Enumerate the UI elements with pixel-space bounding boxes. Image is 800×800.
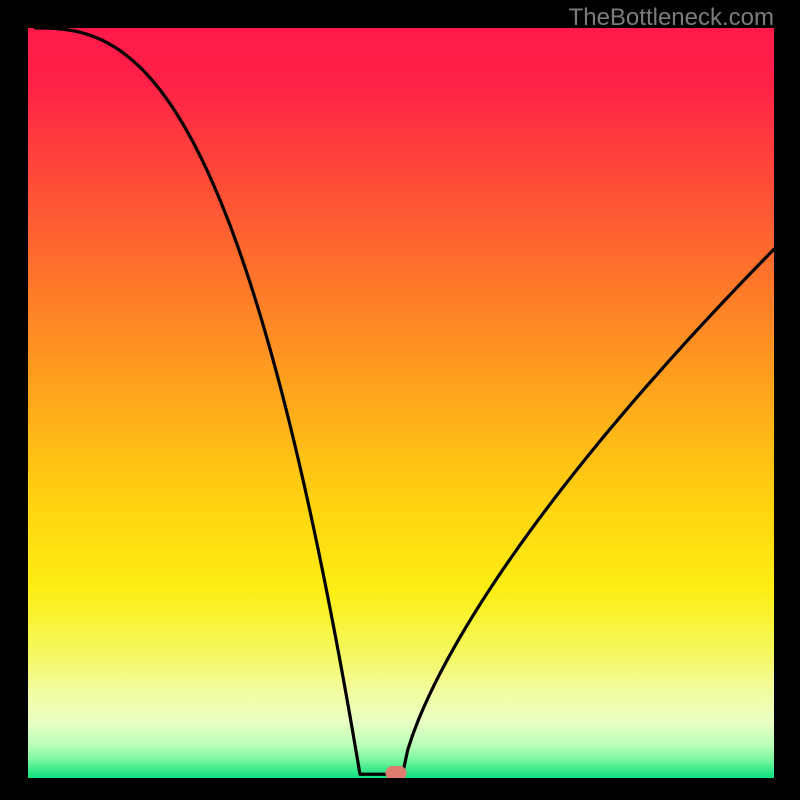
watermark-text: TheBottleneck.com — [569, 4, 774, 32]
plot-area — [28, 28, 774, 778]
bottleneck-curve — [28, 28, 774, 778]
minimum-marker — [385, 766, 406, 778]
